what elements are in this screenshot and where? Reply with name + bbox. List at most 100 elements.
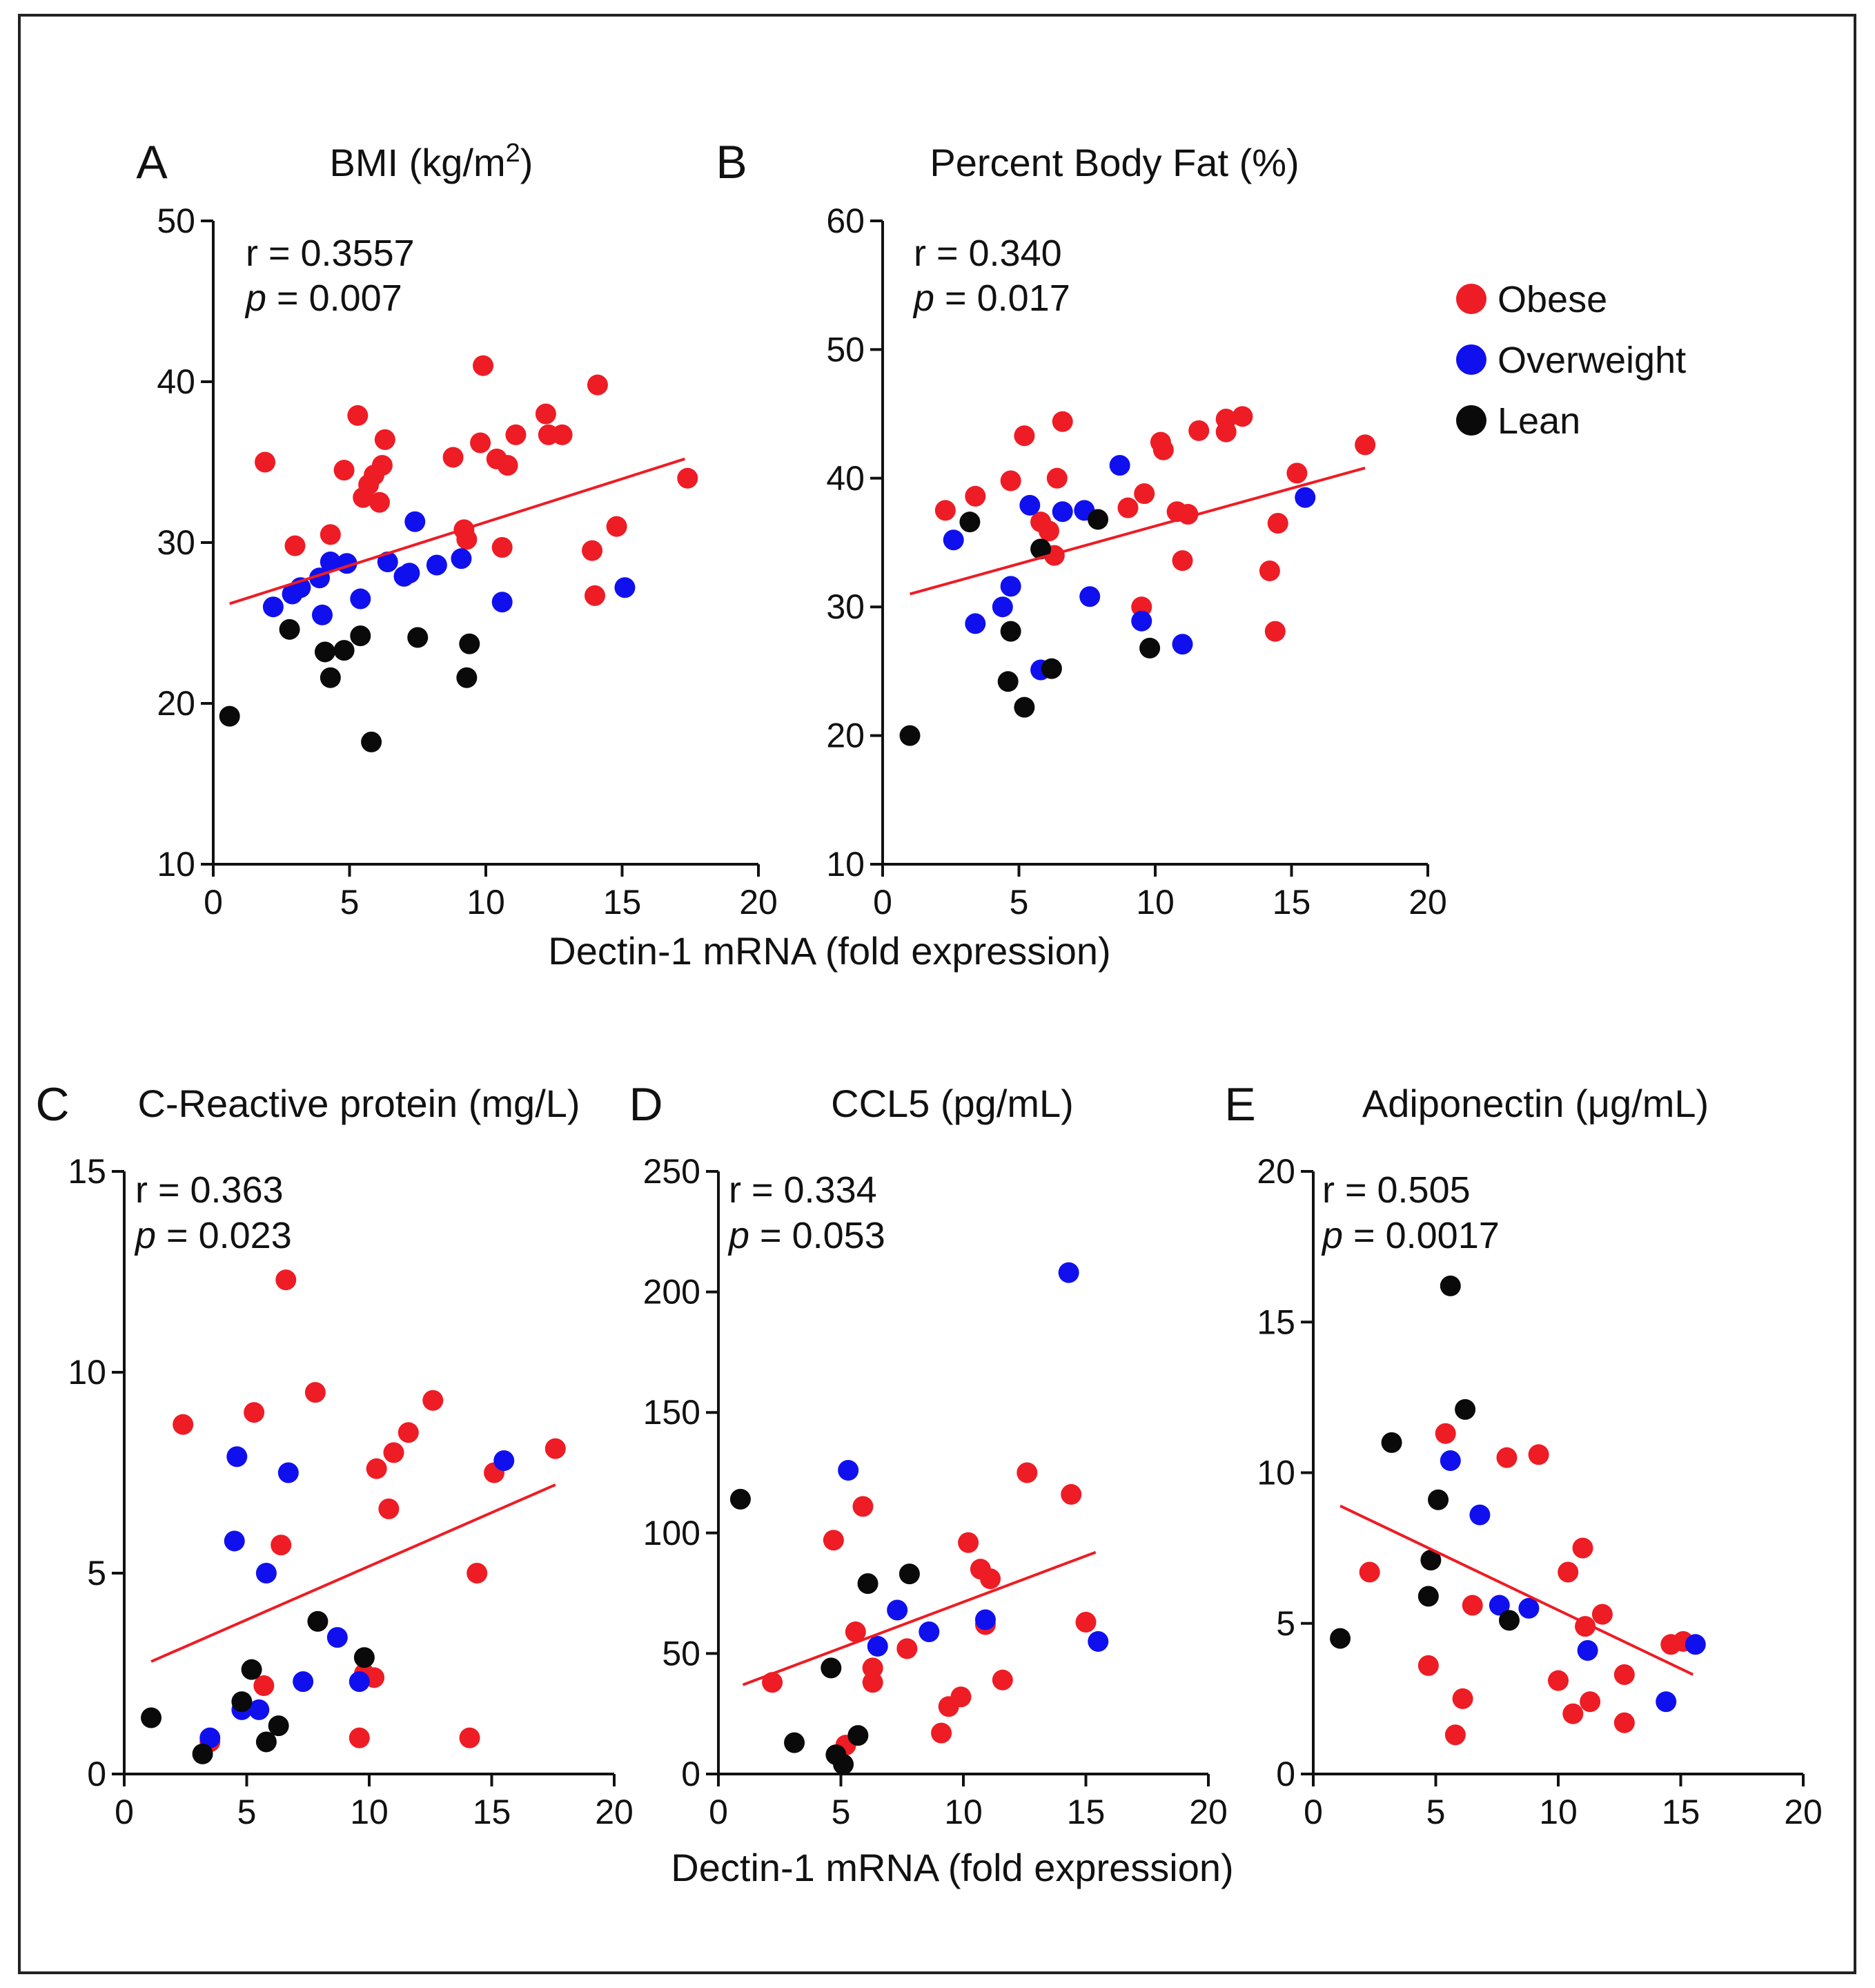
point-lean (1088, 509, 1109, 530)
point-lean (1420, 1550, 1442, 1571)
point-lean (1417, 1586, 1439, 1607)
point-lean (350, 625, 371, 647)
point-overweight (838, 1460, 859, 1481)
point-lean (320, 667, 341, 688)
point-obese (1131, 596, 1152, 618)
panel-letter-C: C (35, 1078, 69, 1131)
point-obese (253, 1675, 275, 1696)
point-lean (1381, 1432, 1402, 1453)
point-obese (535, 403, 556, 425)
point-obese (606, 516, 627, 537)
figure-border (18, 14, 1856, 1974)
point-overweight (199, 1727, 221, 1748)
x-tick-label-C: 5 (237, 1793, 257, 1831)
point-overweight (887, 1599, 908, 1621)
point-obese (275, 1269, 297, 1291)
y-tick-label-B: 10 (826, 845, 865, 884)
point-lean (279, 618, 300, 640)
y-tick-label-B: 60 (826, 202, 865, 240)
y-tick-label-D: 0 (681, 1755, 700, 1793)
point-obese (378, 1498, 400, 1519)
point-overweight (451, 548, 472, 569)
x-tick-label-D: 20 (1189, 1793, 1228, 1831)
point-obese (1562, 1703, 1584, 1724)
point-lean (1499, 1610, 1520, 1631)
point-overweight (943, 529, 964, 551)
point-lean (314, 641, 335, 663)
point-obese (1052, 411, 1073, 432)
point-obese (459, 1727, 480, 1748)
r-value-D: r = 0.334 (729, 1169, 877, 1211)
point-obese (1580, 1691, 1601, 1713)
point-obese (173, 1414, 194, 1435)
x-tick-label-D: 15 (1067, 1793, 1106, 1831)
point-lean (899, 725, 921, 746)
point-overweight (350, 588, 371, 610)
point-obese (1232, 406, 1253, 427)
point-obese (397, 1422, 419, 1443)
point-obese (244, 1402, 265, 1423)
point-lean (899, 1563, 920, 1585)
regression-line-B (909, 466, 1366, 596)
point-lean (1455, 1399, 1476, 1420)
point-overweight (493, 1450, 515, 1472)
panel-letter-A: A (136, 136, 168, 188)
y-tick-label-B: 40 (826, 459, 865, 498)
point-obese (1264, 621, 1286, 642)
point-obese (950, 1686, 972, 1708)
chart-title-C: C-Reactive protein (mg/L) (137, 1082, 580, 1125)
y-tick-label-A: 30 (157, 523, 195, 562)
point-overweight (277, 1462, 299, 1483)
point-overweight (312, 604, 333, 625)
point-obese (1188, 420, 1210, 441)
point-lean (192, 1743, 213, 1764)
point-obese (1259, 561, 1280, 582)
point-overweight (1469, 1504, 1491, 1526)
y-tick-label-E: 10 (1257, 1454, 1295, 1492)
y-tick-label-E: 20 (1257, 1152, 1295, 1191)
point-overweight (867, 1635, 888, 1657)
point-obese (1613, 1712, 1635, 1733)
r-value-B: r = 0.340 (914, 233, 1062, 274)
x-tick-label-A: 0 (204, 883, 223, 922)
x-tick-label-D: 10 (944, 1793, 983, 1831)
point-obese (896, 1638, 918, 1659)
point-obese (1061, 1483, 1082, 1505)
point-overweight (491, 592, 513, 613)
x-tick-label-E: 0 (1304, 1793, 1323, 1831)
point-obese (1152, 439, 1174, 460)
point-obese (862, 1672, 883, 1693)
point-obese (845, 1621, 866, 1642)
x-tick-label-D: 0 (709, 1793, 728, 1831)
point-lean (1440, 1275, 1461, 1296)
point-obese (284, 535, 306, 556)
y-tick-label-B: 50 (826, 330, 865, 369)
point-obese (1117, 497, 1139, 518)
shared-x-axis-label-bottom: Dectin-1 mRNA (fold expression) (671, 1846, 1233, 1889)
point-lean (857, 1573, 878, 1595)
point-overweight (1079, 586, 1101, 607)
point-lean (847, 1725, 869, 1746)
point-overweight (1131, 610, 1152, 632)
point-obese (1172, 550, 1193, 572)
x-tick-label-E: 5 (1426, 1793, 1446, 1831)
y-tick-label-D: 50 (662, 1634, 700, 1673)
point-obese (1355, 434, 1376, 456)
point-obese (383, 1442, 404, 1463)
x-tick-label-C: 0 (115, 1793, 134, 1831)
y-tick-label-C: 15 (68, 1152, 106, 1191)
x-tick-label-E: 20 (1784, 1793, 1823, 1831)
point-lean (833, 1754, 854, 1775)
point-obese (1215, 409, 1237, 430)
point-obese (980, 1568, 1001, 1590)
point-obese (1038, 520, 1059, 542)
point-obese (762, 1672, 783, 1693)
regression-line-A (229, 457, 685, 605)
point-overweight (293, 1671, 314, 1693)
x-tick-label-A: 5 (340, 883, 360, 922)
point-obese (1017, 1462, 1038, 1483)
point-overweight (919, 1621, 940, 1642)
point-overweight (224, 1530, 245, 1552)
regression-line-D (742, 1550, 1097, 1686)
